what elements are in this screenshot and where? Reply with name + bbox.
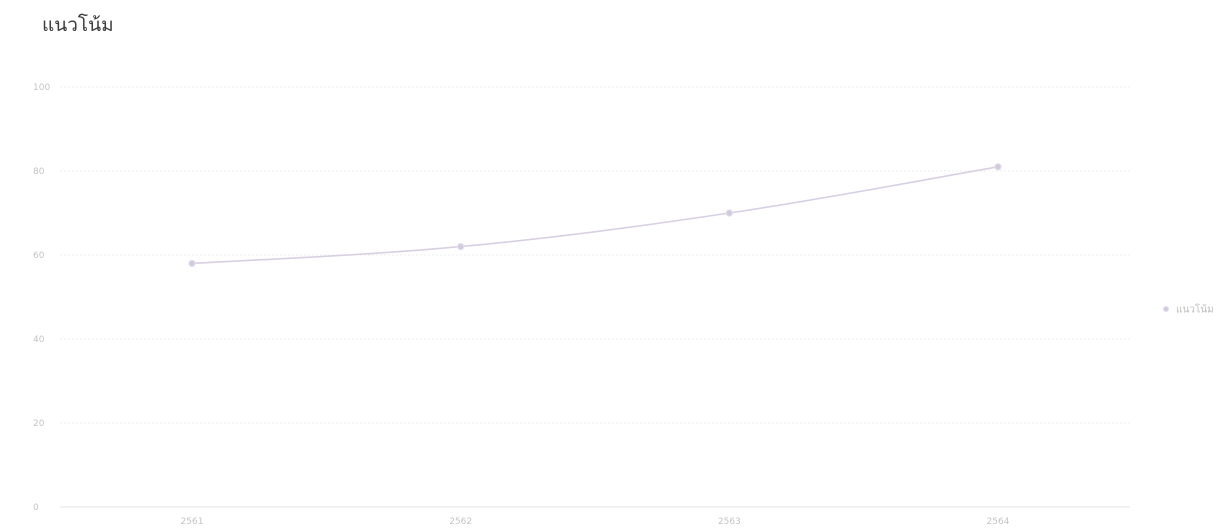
- data-point: [188, 259, 196, 268]
- data-point: [994, 163, 1002, 171]
- y-tick-label: 20: [33, 419, 45, 429]
- x-tick-label: 2564: [987, 517, 1010, 527]
- x-tick-label: 2563: [718, 517, 741, 527]
- data-point: [725, 209, 734, 217]
- y-tick-label: 80: [33, 167, 45, 177]
- series-line: [191, 166, 999, 265]
- y-tick-label: 60: [33, 251, 45, 261]
- legend-label: แนวโน้ม: [1176, 303, 1214, 316]
- x-tick-label: 2562: [449, 517, 472, 527]
- chart-title: แนวโน้ม: [42, 14, 114, 36]
- legend-marker: [1162, 305, 1170, 313]
- y-tick-label: 0: [33, 503, 39, 513]
- y-tick-label: 100: [33, 83, 50, 93]
- y-tick-label: 40: [33, 335, 45, 345]
- data-point: [456, 242, 465, 251]
- x-tick-label: 2561: [181, 517, 204, 527]
